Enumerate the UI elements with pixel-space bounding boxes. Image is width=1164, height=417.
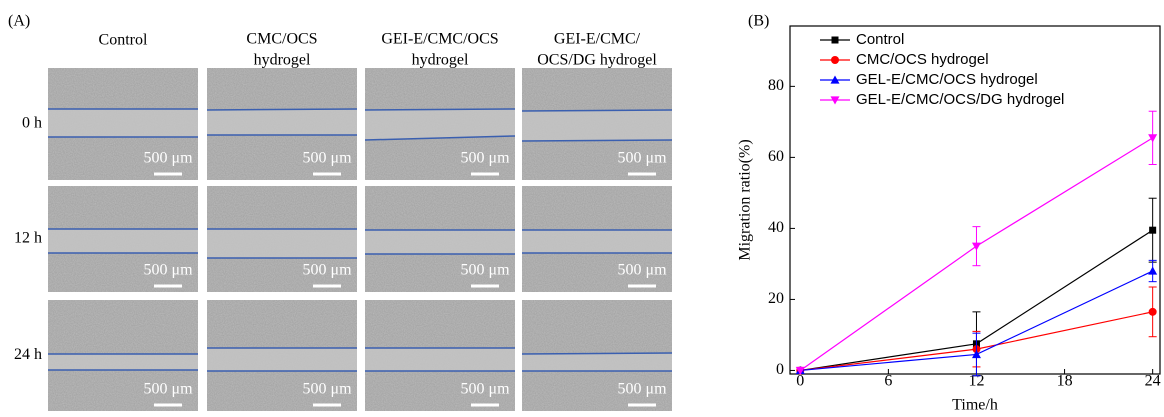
scratch-area xyxy=(365,348,515,371)
row-label: 24 h xyxy=(14,346,42,363)
y-tick-label: 20 xyxy=(768,290,784,307)
scratch-area xyxy=(207,348,357,371)
scale-label: 500 μm xyxy=(302,262,352,279)
y-tick-label: 60 xyxy=(768,148,784,165)
scratch-area xyxy=(365,230,515,254)
column-header: GEI-E/CMC/OCS xyxy=(381,31,498,48)
row-label: 12 h xyxy=(14,230,42,247)
marker xyxy=(1148,134,1157,142)
marker xyxy=(832,37,839,44)
scratch-area xyxy=(522,230,672,253)
scratch-edge xyxy=(522,110,672,111)
column-header: GEI-E/CMC/ xyxy=(554,31,641,48)
y-axis-label: Migration ratio(%) xyxy=(737,139,754,260)
scratch-area xyxy=(365,109,515,140)
scale-label: 500 μm xyxy=(460,262,510,279)
scale-label: 500 μm xyxy=(460,150,510,167)
scratch-edge xyxy=(207,109,357,110)
scale-label: 500 μm xyxy=(460,381,510,398)
y-tick-label: 0 xyxy=(776,361,784,378)
marker xyxy=(1148,267,1157,275)
column-header: OCS/DG hydrogel xyxy=(537,52,657,69)
figure: (A) (B) Control CMC/OCS hydrogel GEI-E/CMC/… xyxy=(0,0,1164,417)
column-header: hydrogel xyxy=(412,52,469,69)
column-header: hydrogel xyxy=(254,52,311,69)
scale-label: 500 μm xyxy=(302,381,352,398)
scale-label: 500 μm xyxy=(617,150,667,167)
column-header: CMC/OCS xyxy=(246,31,317,48)
scratch-area xyxy=(48,354,198,370)
scratch-area xyxy=(207,109,357,135)
panel-label: (B) xyxy=(748,13,769,30)
scratch-edge xyxy=(365,109,515,110)
scale-label: 500 μm xyxy=(302,150,352,167)
scale-label: 500 μm xyxy=(617,381,667,398)
scratch-area xyxy=(522,110,672,141)
x-tick-label: 18 xyxy=(1057,373,1073,390)
y-tick-label: 40 xyxy=(768,219,784,236)
scale-label: 500 μm xyxy=(143,262,193,279)
scratch-area xyxy=(48,229,198,253)
marker xyxy=(972,243,981,251)
row-label: 0 h xyxy=(22,115,42,132)
column-header: Control xyxy=(99,32,148,49)
scale-label: 500 μm xyxy=(143,150,193,167)
legend-label: GEL-E/CMC/OCS/DG hydrogel xyxy=(856,91,1064,108)
x-axis-label: Time/h xyxy=(952,397,998,414)
y-tick-label: 80 xyxy=(768,77,784,94)
x-tick-label: 6 xyxy=(884,373,892,390)
scratch-edge xyxy=(522,140,672,141)
x-tick-label: 0 xyxy=(796,373,804,390)
marker xyxy=(1149,308,1157,316)
marker xyxy=(1149,227,1156,234)
panel-label: (A) xyxy=(8,13,30,30)
marker xyxy=(831,56,839,64)
scratch-edge xyxy=(522,353,672,354)
scratch-area xyxy=(48,109,198,137)
legend-label: CMC/OCS hydrogel xyxy=(856,51,989,68)
legend-label: GEL-E/CMC/OCS hydrogel xyxy=(856,71,1038,88)
scratch-area xyxy=(522,353,672,371)
scale-label: 500 μm xyxy=(617,262,667,279)
scratch-area xyxy=(207,229,357,258)
scale-label: 500 μm xyxy=(143,381,193,398)
x-tick-label: 24 xyxy=(1145,373,1161,390)
legend-label: Control xyxy=(856,31,904,48)
